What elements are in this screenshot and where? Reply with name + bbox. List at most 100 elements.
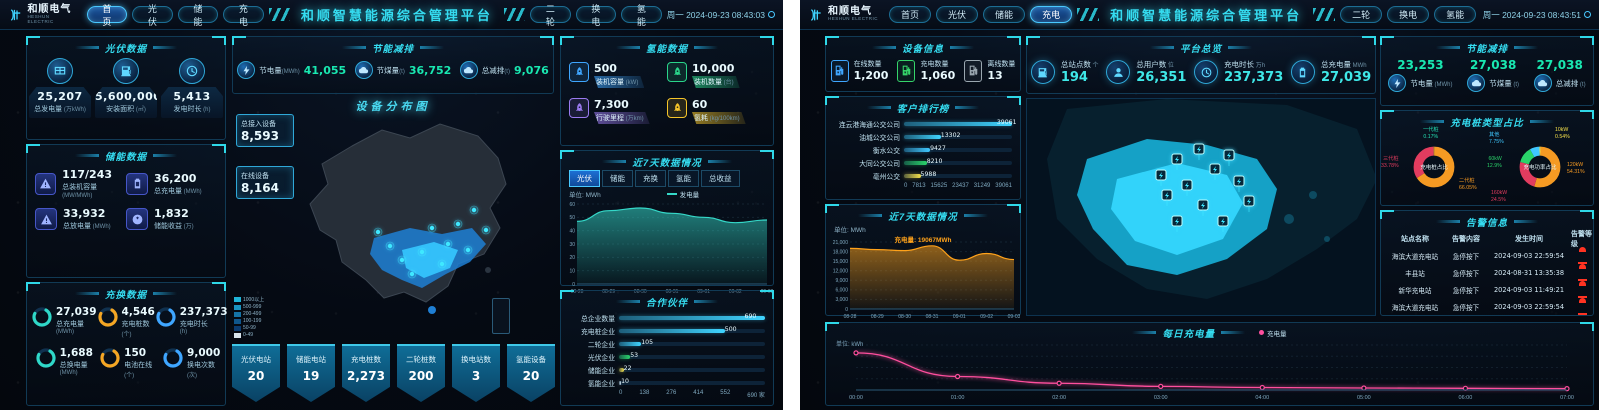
alarm-time[interactable]: 2024-08-31 13:35:38	[1493, 268, 1565, 277]
legend-label: 50-99	[243, 325, 256, 331]
stat-label: 安装面积 (㎡)	[106, 106, 146, 113]
map-zone: 设备分布图 总接入设备 8,593 在线设备 8,164 1000以上 500-9…	[232, 96, 554, 342]
panel-icon	[53, 64, 67, 78]
map-marker-icon[interactable]	[437, 259, 447, 269]
charging-station-marker-icon[interactable]	[1233, 175, 1245, 192]
dashboard-overview: 和顺电气 HESHUN ELECTRIC 首页 光伏 储能 充电 和顺智慧能源综合管理…	[0, 0, 783, 410]
charging-station-marker-icon[interactable]	[1171, 215, 1183, 232]
svg-text:3,000: 3,000	[835, 297, 848, 303]
map-marker-icon[interactable]	[469, 205, 479, 215]
alarm-time[interactable]: 2024-09-03 11:49:21	[1493, 285, 1565, 294]
battery-icon	[1296, 66, 1309, 79]
alarm-content[interactable]: 急停按下	[1452, 286, 1480, 295]
svg-text:09-02: 09-02	[980, 314, 993, 320]
charging-station-marker-icon[interactable]	[1217, 215, 1229, 232]
alarm-lamp-icon	[1577, 281, 1587, 298]
alarm-station[interactable]: 海滨大道充电站	[1391, 303, 1439, 312]
stat-value: 60	[692, 98, 708, 111]
legend-label: 100-199	[243, 318, 262, 324]
map-marker-icon[interactable]	[481, 225, 491, 235]
charging-station-marker-icon[interactable]	[1181, 179, 1193, 196]
map-marker-icon[interactable]	[397, 255, 407, 265]
axis-tick: 414	[693, 390, 704, 396]
map-marker-icon[interactable]	[443, 239, 453, 249]
axis-tick: 138	[639, 390, 650, 396]
alarm-content[interactable]: 急停按下	[1452, 303, 1480, 312]
charging-station-marker-icon[interactable]	[1155, 169, 1167, 186]
map-marker-icon[interactable]	[463, 245, 473, 255]
charging-station-marker-icon[interactable]	[1161, 189, 1173, 206]
bar-row: 衡水公交 9427	[826, 143, 1020, 156]
nav-left: 首页 光伏 储能 充电	[86, 4, 264, 27]
station-banners: 光伏电站 20 储能电站 19 充电桩数 2,273 二轮桩数 200 换电站数 3 氢能设备 20	[232, 344, 555, 402]
chart-unit: 单位: kWh	[836, 342, 864, 348]
map-marker-icon[interactable]	[427, 223, 437, 233]
charging-station-marker-icon[interactable]	[1243, 195, 1255, 212]
alarm-lamp-icon	[1577, 264, 1587, 281]
charging-station-marker-icon[interactable]	[1193, 143, 1205, 160]
nav-item-充电[interactable]: 充电	[223, 4, 264, 27]
panel-title: 充电桩类型占比	[1381, 115, 1593, 129]
nav-item-光伏[interactable]: 光伏	[936, 6, 979, 23]
saving-stat: 总减排(t) 9,076	[459, 61, 549, 79]
tab-光伏[interactable]: 光伏	[569, 170, 600, 187]
nav-item-氢能[interactable]: 氢能	[1434, 6, 1477, 23]
nav-item-二轮[interactable]: 二轮	[1340, 6, 1383, 23]
nav-item-光伏[interactable]: 光伏	[132, 4, 173, 27]
area-icon	[119, 64, 133, 78]
nav-item-首页[interactable]: 首页	[86, 4, 128, 27]
panel-pv-data: 光伏数据 25,207 总发电量 (万kWh) 5,600,000 安装面积 (㎡) 5…	[26, 36, 226, 140]
map-marker-icon[interactable]	[453, 219, 463, 229]
logo-name: 和顺电气	[828, 6, 872, 18]
nav-item-换电[interactable]: 换电	[1387, 6, 1430, 23]
nav-item-氢能[interactable]: 氢能	[621, 4, 662, 27]
tab-总收益[interactable]: 总收益	[701, 170, 740, 187]
capacity-icon	[39, 177, 52, 190]
tab-氢能[interactable]: 氢能	[668, 170, 699, 187]
stat-value: 27,038	[1536, 58, 1583, 72]
tab-充换[interactable]: 充换	[635, 170, 666, 187]
alarm-time[interactable]: 2024-09-03 22:59:54	[1493, 302, 1565, 311]
stat-unit: (个)	[121, 332, 132, 338]
stat-value: 26,351	[1136, 70, 1187, 85]
nav-item-充电[interactable]: 充电	[1030, 6, 1073, 23]
alarm-station[interactable]: 丰县站	[1405, 269, 1425, 278]
nav-item-储能[interactable]: 储能	[983, 6, 1026, 23]
alarm-station[interactable]: 海滨大道充电站	[1391, 252, 1439, 261]
charging-station-marker-icon[interactable]	[1223, 149, 1235, 166]
station-banner-二轮桩数[interactable]: 二轮桩数 200	[397, 344, 445, 402]
nav-item-换电[interactable]: 换电	[575, 4, 617, 27]
charging-station-marker-icon[interactable]	[1197, 199, 1209, 216]
slash-decoration	[503, 8, 526, 21]
map-marker-icon[interactable]	[417, 247, 427, 257]
legend-label: 充电量	[1267, 330, 1287, 338]
station-banner-充电桩数[interactable]: 充电桩数 2,273	[342, 344, 390, 402]
stat-value: 41,055	[303, 63, 347, 77]
nav-item-首页[interactable]: 首页	[889, 6, 932, 23]
map-marker-icon[interactable]	[385, 241, 395, 251]
alarm-content[interactable]: 急停按下	[1452, 252, 1480, 261]
station-banner-光伏电站[interactable]: 光伏电站 20	[232, 344, 280, 402]
stat-unit: (次)	[187, 373, 198, 379]
tab-储能[interactable]: 储能	[602, 170, 633, 187]
map-marker-icon[interactable]	[407, 269, 417, 279]
stat-value: 1,832	[154, 207, 189, 220]
nav-item-储能[interactable]: 储能	[177, 4, 219, 27]
nav-item-二轮[interactable]: 二轮	[530, 4, 571, 27]
station-banner-储能电站[interactable]: 储能电站 19	[287, 344, 335, 402]
alarm-content[interactable]: 急停按下	[1452, 269, 1480, 278]
page-title: 和顺智慧能源综合管理平台	[1110, 8, 1303, 23]
alarm-station[interactable]: 新华充电站	[1398, 286, 1432, 295]
alarm-time[interactable]: 2024-09-03 22:59:54	[1493, 251, 1565, 260]
map-legend: 1000以上 500-999 200-499 100-199 50-99 0-49	[234, 296, 264, 338]
station-banner-氢能设备[interactable]: 氢能设备 20	[507, 344, 555, 402]
charging-station-marker-icon[interactable]	[1209, 163, 1221, 180]
station-banner-换电站数[interactable]: 换电站数 3	[452, 344, 500, 402]
area-icon	[113, 58, 139, 84]
panel-platform-overview: 平台总览 总站点数 个 194 总用户数 位 26,351 充电时长 万h 237,373…	[1026, 36, 1376, 94]
overview-stat: 总用户数 位 26,351	[1106, 59, 1186, 85]
charging-station-marker-icon[interactable]	[1171, 153, 1183, 170]
map-marker-icon[interactable]	[373, 227, 383, 237]
legend-swatch	[234, 311, 241, 317]
